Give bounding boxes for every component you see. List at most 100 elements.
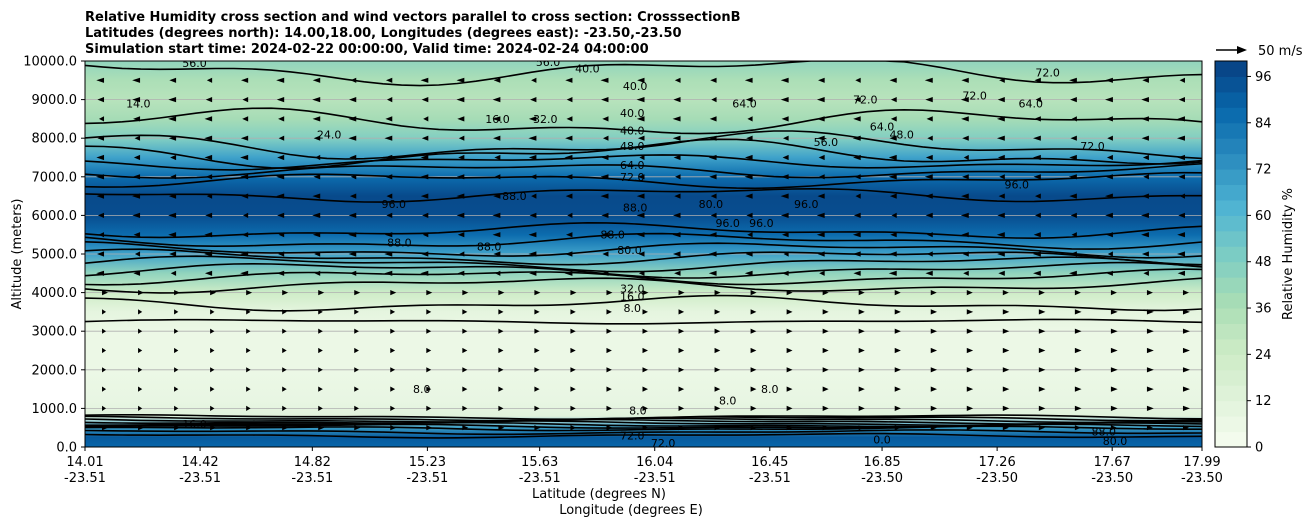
wind-vector — [750, 347, 757, 354]
y-tick-label: 0.0 — [56, 441, 77, 456]
wind-vector — [1035, 212, 1041, 218]
wind-vector — [205, 97, 213, 103]
x-tick-label-lon: -23.51 — [519, 471, 561, 486]
wind-vector — [282, 405, 287, 411]
contour-line — [85, 154, 1202, 171]
wind-vector — [210, 367, 215, 373]
chart-title-line-2: Latitudes (degrees north): 14.00,18.00, … — [85, 26, 682, 41]
wind-vector — [313, 174, 321, 180]
wind-vector — [1143, 270, 1149, 276]
contour-label: 48.0 — [889, 128, 914, 141]
wind-vector — [278, 232, 285, 238]
wind-vector — [1069, 193, 1077, 199]
wind-vector — [1074, 425, 1081, 431]
wind-vector — [961, 232, 969, 238]
wind-vector — [1107, 251, 1113, 257]
wind-vector — [924, 174, 933, 180]
wind-vector — [930, 347, 938, 354]
colorbar-tick-label: 48 — [1255, 255, 1272, 270]
wind-vector — [606, 328, 612, 334]
wind-vector — [426, 290, 433, 296]
wind-vector — [204, 251, 213, 257]
wind-vector — [889, 135, 897, 141]
wind-vector — [1177, 116, 1185, 122]
wind-vector — [606, 347, 612, 354]
wind-vector — [168, 232, 177, 238]
wind-vector — [138, 405, 143, 411]
wind-vector — [639, 154, 645, 161]
wind-vector — [638, 270, 645, 276]
x-tick-label-lat: 15.63 — [521, 455, 558, 470]
wind-vector — [390, 405, 396, 411]
wind-vector — [1002, 309, 1010, 315]
wind-vector — [349, 154, 357, 161]
wind-vector — [243, 212, 249, 218]
contour-label: 24.0 — [317, 128, 342, 141]
wind-vector — [350, 174, 357, 180]
wind-vector — [210, 347, 215, 354]
wind-vector — [858, 309, 865, 315]
wind-vector — [420, 270, 429, 276]
wind-vector — [678, 367, 685, 373]
wind-vector — [426, 367, 432, 373]
wind-vector — [528, 232, 537, 238]
wind-vector — [750, 386, 757, 392]
wind-vector — [678, 386, 685, 392]
y-tick-label: 6000.0 — [32, 209, 78, 224]
wind-vector — [210, 309, 215, 315]
wind-vector — [1069, 154, 1077, 161]
wind-vector — [708, 135, 717, 141]
wind-vector — [710, 77, 717, 83]
wind-vector — [636, 116, 645, 122]
wind-vector — [1033, 232, 1041, 238]
wind-vector — [206, 77, 213, 83]
contour-line — [85, 221, 1202, 240]
wind-vector — [601, 270, 609, 276]
x-tick-label-lat: 17.99 — [1183, 455, 1220, 470]
wind-vector — [168, 193, 177, 199]
wind-vector — [927, 135, 933, 141]
wind-vector — [102, 386, 107, 392]
wind-vector — [315, 154, 321, 161]
wind-vector — [822, 386, 829, 392]
wind-vector — [204, 135, 213, 141]
wind-vector — [132, 174, 141, 180]
wind-vector — [786, 328, 793, 334]
y-tick-label: 5000.0 — [32, 248, 78, 263]
wind-vector — [858, 328, 865, 334]
contour-label: 88.0 — [477, 240, 502, 253]
wind-vector — [312, 77, 321, 83]
x-tick-label-lon: -23.51 — [406, 471, 448, 486]
wind-vector — [1038, 405, 1046, 411]
wind-vector — [1179, 77, 1185, 83]
wind-vector — [1146, 309, 1154, 315]
wind-vector — [710, 193, 717, 199]
wind-vector — [890, 97, 897, 103]
wind-vector — [1038, 309, 1046, 315]
x-tick-label-lon: -23.50 — [861, 471, 903, 486]
wind-vector — [138, 290, 145, 296]
wind-vector — [96, 174, 105, 180]
wind-vector — [385, 232, 393, 238]
wind-vector — [570, 328, 576, 334]
wind-vector — [276, 97, 285, 103]
wind-vector — [1038, 328, 1046, 334]
wind-vector — [313, 135, 321, 141]
wind-vector — [750, 290, 757, 296]
wind-vector — [708, 251, 717, 257]
wind-vector — [819, 174, 825, 180]
wind-vector — [426, 309, 432, 315]
contour-label: 72.0 — [651, 437, 676, 450]
x-tick-label-lon: -23.50 — [1181, 471, 1223, 486]
wind-vector — [1182, 367, 1190, 373]
wind-vector — [318, 367, 323, 373]
wind-vector — [354, 328, 359, 334]
wind-vector — [642, 405, 648, 411]
colorbar-segment — [1215, 230, 1247, 247]
wind-vector — [170, 270, 177, 276]
wind-vector — [711, 97, 717, 103]
wind-vector — [1110, 386, 1118, 392]
contour-label: 72.0 — [1035, 67, 1060, 80]
wind-vector — [282, 309, 287, 315]
wind-vector — [1070, 135, 1077, 141]
